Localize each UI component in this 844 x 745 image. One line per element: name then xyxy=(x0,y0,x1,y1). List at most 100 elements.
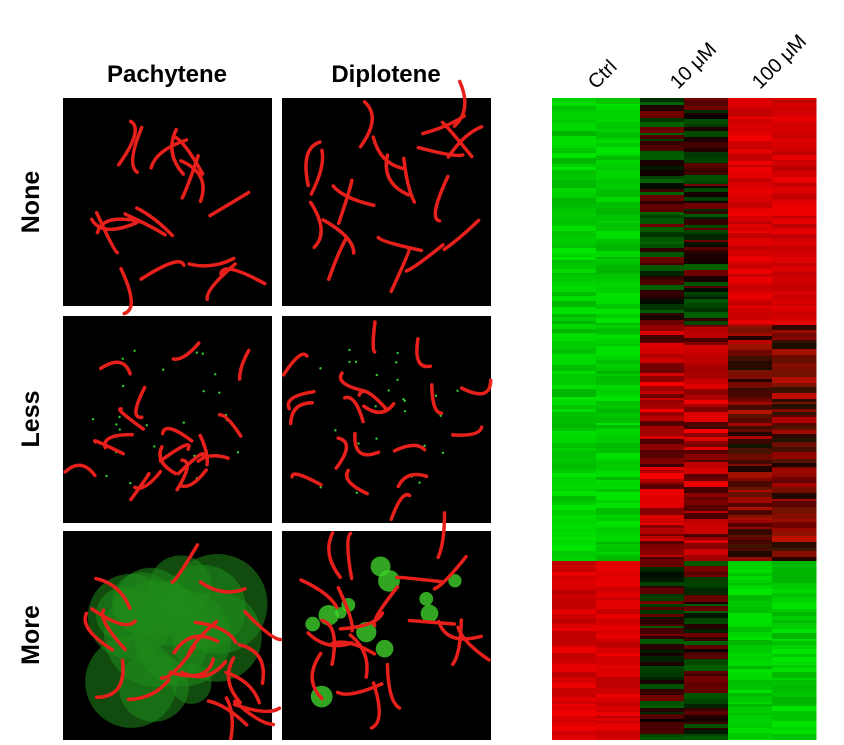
heatmap-cell xyxy=(640,133,685,136)
heatmap-cell xyxy=(640,588,685,595)
heatmap-cell xyxy=(772,288,817,292)
green-dot xyxy=(357,442,360,445)
heatmap-cell xyxy=(772,228,817,232)
heatmap-cell xyxy=(552,98,597,104)
heatmap-cell xyxy=(728,523,773,528)
heatmap-cell xyxy=(772,467,817,470)
heatmap-cell xyxy=(552,659,597,665)
heatmap-cell xyxy=(596,674,641,678)
heatmap-cell xyxy=(596,374,641,377)
heatmap-cell xyxy=(552,716,597,721)
heatmap-cell xyxy=(772,295,817,301)
heatmap-cell xyxy=(552,576,597,582)
heatmap-cell xyxy=(728,680,773,687)
heatmap-cell xyxy=(640,244,685,249)
green-signal xyxy=(420,604,439,623)
chromosome xyxy=(404,243,445,273)
heatmap-column-label: 10 μM xyxy=(666,38,721,93)
heatmap-cell xyxy=(728,696,773,703)
heatmap-cell xyxy=(728,238,773,241)
heatmap-cell xyxy=(728,466,773,473)
heatmap-cell xyxy=(772,459,817,464)
heatmap-cell xyxy=(596,239,641,243)
chromosome xyxy=(176,452,206,476)
heatmap-cell xyxy=(684,659,729,666)
heatmap-cell xyxy=(552,208,597,215)
heatmap-cell xyxy=(728,224,773,228)
heatmap-cell xyxy=(728,405,773,411)
heatmap-cell xyxy=(552,418,597,425)
heatmap-cell xyxy=(684,412,729,417)
heatmap-cell xyxy=(596,508,641,513)
chromosome xyxy=(440,120,474,159)
heatmap-cell xyxy=(684,168,729,171)
heatmap-cell xyxy=(552,551,597,558)
green-dot xyxy=(439,414,442,417)
green-dot xyxy=(387,389,390,392)
heatmap-cell xyxy=(772,731,817,735)
heatmap-cell xyxy=(640,290,685,297)
chromosome xyxy=(130,125,144,174)
heatmap-cell xyxy=(552,726,597,732)
row-label: None xyxy=(17,171,45,234)
heatmap-cell xyxy=(640,586,685,589)
heatmap-cell xyxy=(772,474,817,478)
heatmap-cell xyxy=(772,551,817,558)
heatmap-cell xyxy=(772,649,817,655)
heatmap-cell xyxy=(728,379,773,383)
heatmap-cell xyxy=(684,474,729,480)
heatmap-cell xyxy=(596,221,641,224)
heatmap-cell xyxy=(728,651,773,654)
green-dot xyxy=(319,486,322,489)
heatmap-cell xyxy=(772,561,817,566)
heatmap-cell xyxy=(596,668,641,675)
heatmap-cell xyxy=(728,432,773,437)
heatmap-cell xyxy=(772,483,817,488)
heatmap-cell xyxy=(772,583,817,590)
heatmap-cell xyxy=(684,404,729,408)
heatmap-cell xyxy=(640,636,685,640)
chromosome xyxy=(89,217,139,231)
heatmap-cell xyxy=(728,559,773,562)
heatmap-cell xyxy=(640,320,685,326)
heatmap-cell xyxy=(552,248,597,254)
heatmap-cell xyxy=(684,170,729,173)
heatmap-cell xyxy=(552,220,597,225)
heatmap-cell xyxy=(596,208,641,213)
heatmap-cell xyxy=(728,382,773,389)
chromosome xyxy=(372,585,400,628)
chromosome xyxy=(450,618,464,667)
heatmap-cell xyxy=(552,109,597,113)
heatmap-cell xyxy=(552,581,597,587)
micrograph xyxy=(282,79,491,306)
heatmap-cell xyxy=(596,433,641,438)
heatmap-cell xyxy=(728,258,773,263)
heatmap-cell xyxy=(772,557,817,562)
heatmap-cell xyxy=(772,672,817,679)
heatmap-cell xyxy=(728,222,773,225)
heatmap-cell xyxy=(596,251,641,258)
chromosome xyxy=(459,378,493,396)
chromosome xyxy=(306,631,354,648)
heatmap-cell xyxy=(552,625,597,630)
heatmap-cell xyxy=(640,170,685,177)
heatmap-cell xyxy=(728,98,773,104)
heatmap-cell xyxy=(552,683,597,687)
green-dot xyxy=(348,360,351,364)
heatmap-cell xyxy=(728,551,773,558)
heatmap-cell xyxy=(772,678,817,681)
heatmap-cell xyxy=(684,589,729,596)
heatmap-cell xyxy=(552,557,597,562)
chromosome xyxy=(304,140,322,188)
heatmap-cell xyxy=(728,607,773,614)
heatmap-cell xyxy=(552,164,597,168)
chromosome xyxy=(149,138,189,170)
heatmap-cell xyxy=(596,202,641,209)
heatmap-cell xyxy=(552,260,597,263)
heatmap-cell xyxy=(552,619,597,624)
heatmap-cell xyxy=(596,352,641,356)
heatmap-cell xyxy=(596,448,641,454)
heatmap-cell xyxy=(684,384,729,390)
chromosome xyxy=(308,200,323,250)
